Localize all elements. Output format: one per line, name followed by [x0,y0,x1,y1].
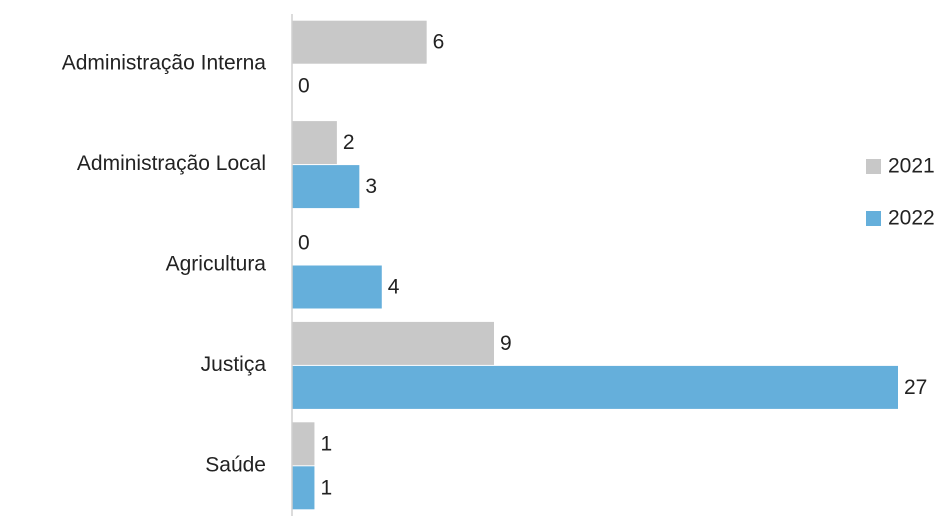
category-label: Justiça [201,353,267,376]
bar-2021 [292,20,427,64]
data-label: 2 [343,131,355,154]
data-label: 1 [320,432,332,455]
data-label: 0 [298,75,310,98]
category-label: Saúde [205,453,266,476]
labels-layer: Administração Interna 6 0 Administração Loc… [62,31,928,500]
bar-2021 [292,121,337,165]
category-label: Administração Local [77,152,266,175]
bar-2022 [292,165,360,209]
data-label: 4 [388,276,400,299]
data-label: 0 [298,232,310,255]
bar-2021 [292,321,494,365]
legend-label-2022: 2022 [888,207,935,230]
bar-2022 [292,365,898,409]
bar-2021 [292,422,315,466]
legend-label-2021: 2021 [888,155,935,178]
legend: 2021 2022 [866,155,935,230]
legend-swatch-2022 [866,211,881,226]
bars-layer [292,20,898,510]
data-label: 6 [433,31,445,54]
data-label: 27 [904,376,927,399]
data-label: 1 [320,476,332,499]
category-label: Administração Interna [62,52,267,75]
legend-swatch-2021 [866,159,881,174]
data-label: 3 [365,175,377,198]
bar-2022 [292,265,382,309]
bar-2022 [292,466,315,510]
data-label: 9 [500,332,512,355]
category-label: Agricultura [166,253,267,276]
